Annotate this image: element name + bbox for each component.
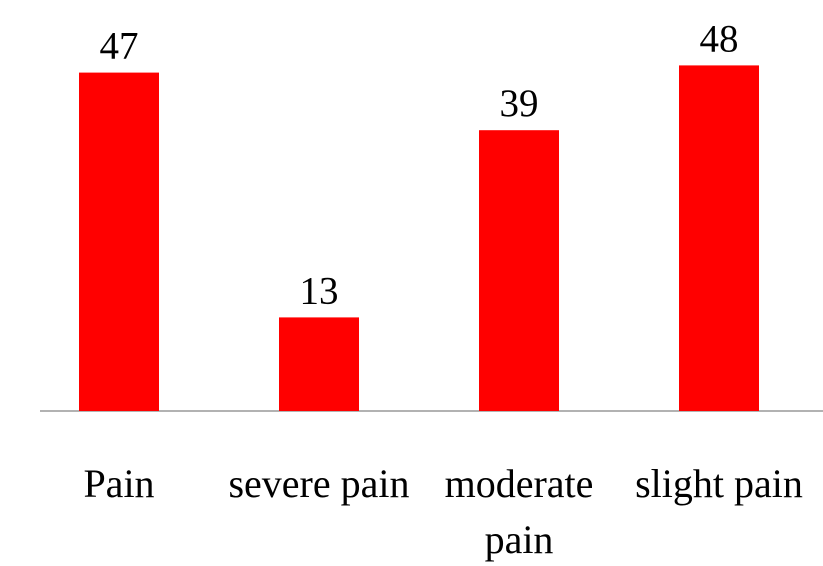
bar	[479, 130, 559, 411]
value-label: 13	[300, 269, 339, 312]
value-label: 39	[500, 82, 539, 125]
x-tick-label: moderate pain	[444, 461, 594, 562]
x-tick-label: slight pain	[635, 461, 803, 506]
bar	[79, 72, 159, 411]
value-label: 48	[700, 17, 739, 60]
value-label: 47	[100, 25, 139, 68]
bar	[279, 317, 359, 411]
x-tick-label: Pain	[83, 461, 155, 506]
bar	[679, 65, 759, 412]
x-tick-label: severe pain	[228, 461, 410, 506]
